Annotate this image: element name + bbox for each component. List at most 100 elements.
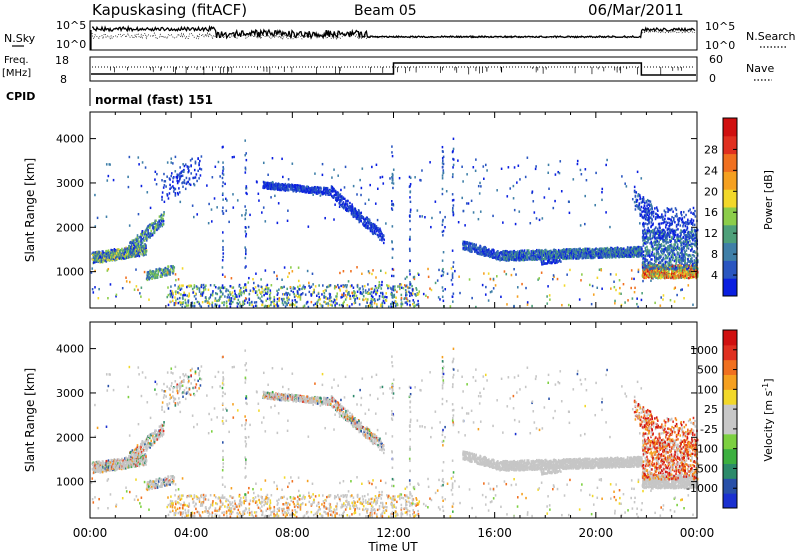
power-cell: [601, 191, 603, 193]
power-cell: [405, 289, 407, 291]
power-cell: [339, 304, 341, 306]
power-cell: [175, 188, 177, 190]
noise-right-top: 10^5: [705, 20, 735, 33]
power-cell: [265, 286, 267, 288]
power-cell: [288, 272, 290, 274]
power-cell: [269, 289, 271, 291]
power-cell: [683, 297, 685, 299]
power-cell: [257, 294, 259, 296]
power-cell: [113, 179, 115, 181]
power-cell: [338, 286, 340, 288]
power-cell: [172, 300, 174, 302]
power-cell: [335, 197, 337, 199]
power-cell: [660, 296, 662, 298]
power-cell: [314, 172, 316, 174]
power-cell: [294, 287, 296, 289]
power-cell: [492, 215, 494, 217]
power-cell: [414, 176, 416, 178]
power-cell: [597, 277, 599, 279]
power-cell: [180, 289, 182, 291]
power-cell: [559, 160, 561, 162]
power-cell: [365, 289, 367, 291]
power-cell: [423, 293, 425, 295]
power-cell: [396, 291, 398, 293]
power-cell: [285, 305, 287, 307]
power-cell: [199, 168, 201, 170]
power-cell: [334, 304, 336, 306]
power-cell: [170, 186, 172, 188]
power-cell: [277, 222, 279, 224]
power-cell: [107, 269, 109, 271]
power-cell: [239, 290, 241, 292]
power-cell: [609, 256, 611, 258]
power-cell: [258, 199, 260, 201]
power-cell: [367, 225, 369, 227]
power-cell: [226, 288, 228, 290]
power-cell: [191, 158, 193, 160]
power-cell: [287, 220, 289, 222]
power-cell: [425, 295, 427, 297]
power-cell: [245, 297, 247, 299]
power-cell: [334, 299, 336, 301]
power-cell: [418, 290, 420, 292]
power-cell: [327, 302, 329, 304]
power-cell: [478, 185, 480, 187]
power-cell: [198, 301, 200, 303]
power-cell: [278, 300, 280, 302]
power-cell: [395, 305, 397, 307]
power-cell: [554, 200, 556, 202]
power-cell: [636, 303, 638, 305]
power-cell: [203, 289, 205, 291]
power-cell: [532, 190, 534, 192]
power-cell: [232, 295, 234, 297]
power-cell: [142, 161, 144, 163]
power-cell: [226, 305, 228, 307]
power-cell: [401, 305, 403, 307]
power-cell: [348, 210, 350, 212]
power-cell: [636, 297, 638, 299]
power-cell: [147, 279, 149, 281]
power-cell: [610, 273, 612, 275]
power-cell: [255, 273, 257, 275]
power-cell: [168, 197, 170, 199]
power-cell: [508, 166, 510, 168]
power-cell: [162, 218, 164, 220]
power-cell: [218, 299, 220, 301]
power-cell: [343, 270, 345, 272]
power-cell: [94, 194, 96, 196]
power-cell: [572, 257, 574, 259]
power-cell: [371, 166, 373, 168]
power-cell: [192, 305, 194, 307]
power-cell: [439, 211, 441, 213]
power-cell: [605, 164, 607, 166]
power-cell: [139, 292, 141, 294]
power-cell: [216, 206, 218, 208]
power-cell: [482, 165, 484, 167]
power-cell: [619, 292, 621, 294]
power-cell: [161, 272, 163, 274]
power-cell: [336, 302, 338, 304]
power-cell: [181, 284, 183, 286]
power-cell: [202, 301, 204, 303]
power-cell: [380, 292, 382, 294]
power-cell: [218, 305, 220, 307]
power-cell: [286, 288, 288, 290]
power-cell: [365, 298, 367, 300]
power-cell: [233, 286, 235, 288]
power-cell: [385, 272, 387, 274]
power-cell: [190, 159, 192, 161]
power-cell: [459, 292, 461, 294]
power-cell: [155, 171, 157, 173]
power-cell: [294, 304, 296, 306]
power-cell: [568, 200, 570, 202]
power-cell: [215, 303, 217, 305]
power-cell: [134, 249, 136, 251]
power-cell: [292, 299, 294, 301]
power-cell: [164, 201, 166, 203]
power-cell: [641, 292, 643, 294]
power-cell: [313, 289, 315, 291]
power-cell: [569, 212, 571, 214]
power-cell: [313, 304, 315, 306]
power-cell: [405, 301, 407, 303]
power-cell: [194, 302, 196, 304]
